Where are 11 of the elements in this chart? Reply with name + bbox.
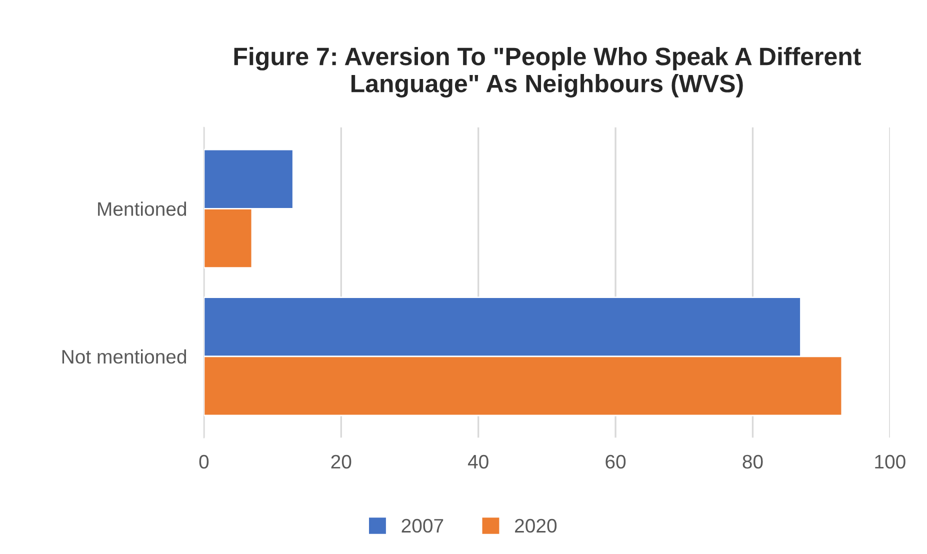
- x-tick-label: 40: [468, 454, 488, 469]
- x-tick-label: 60: [606, 454, 626, 469]
- legend-label: 2007: [402, 518, 444, 533]
- y-tick-label: Not mentioned: [62, 349, 186, 364]
- x-tick-label: 0: [199, 454, 209, 469]
- x-tick-label: 80: [742, 454, 763, 469]
- x-tick-label: 100: [875, 454, 906, 469]
- legend-label: 2020: [515, 518, 557, 533]
- chart-title: Figure 7: Aversion To "People Who Speak A Different Language" As Neighbours (WVS): [234, 47, 861, 98]
- x-tick-label: 20: [331, 454, 352, 469]
- y-tick-label: Mentioned: [98, 202, 186, 216]
